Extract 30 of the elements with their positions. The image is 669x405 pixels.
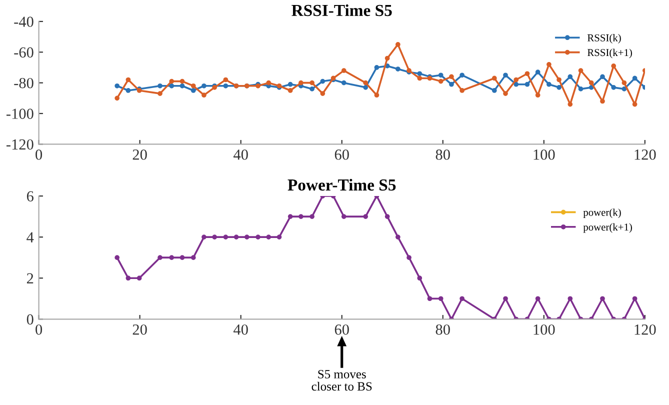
x-tick-label: 40 [234, 324, 248, 335]
x-tick-label: 120 [634, 324, 656, 335]
legend-label: RSSI(k+1) [587, 48, 632, 58]
y-tick-label: 4 [26, 232, 34, 242]
chart-title: Power-Time S5 [288, 178, 396, 191]
text: S5 moves closer to BS [312, 370, 372, 391]
x-tick-label: 80 [436, 324, 450, 335]
x-tick-label: 0 [36, 324, 42, 335]
y-tick-label: -60 [14, 47, 34, 58]
x-tick-label: 20 [132, 149, 147, 160]
x-tick-label: 0 [36, 149, 42, 160]
x-tick-label: 120 [634, 149, 656, 160]
y-tick-label: -40 [14, 16, 34, 27]
y-tick-label: -120 [6, 139, 34, 150]
legend-label: power(k+1) [583, 223, 632, 233]
legend-label: RSSI(k) [587, 34, 621, 44]
legend-label: power(k) [583, 208, 621, 218]
x-tick-label: 60 [334, 149, 349, 160]
x-tick-label: 40 [234, 149, 248, 160]
y-tick-label: 2 [26, 273, 34, 284]
y-tick-label: 6 [26, 191, 34, 202]
x-tick-label: 20 [132, 324, 147, 335]
x-tick-label: 60 [334, 324, 349, 335]
y-tick-label: 0 [26, 314, 34, 325]
y-tick-label: -80 [14, 78, 34, 88]
x-tick-label: 80 [436, 149, 450, 160]
x-tick-label: 100 [534, 324, 555, 335]
chart-title: RSSI-Time S5 [292, 4, 392, 16]
y-tick-label: -100 [6, 108, 34, 119]
x-tick-label: 100 [534, 149, 555, 160]
